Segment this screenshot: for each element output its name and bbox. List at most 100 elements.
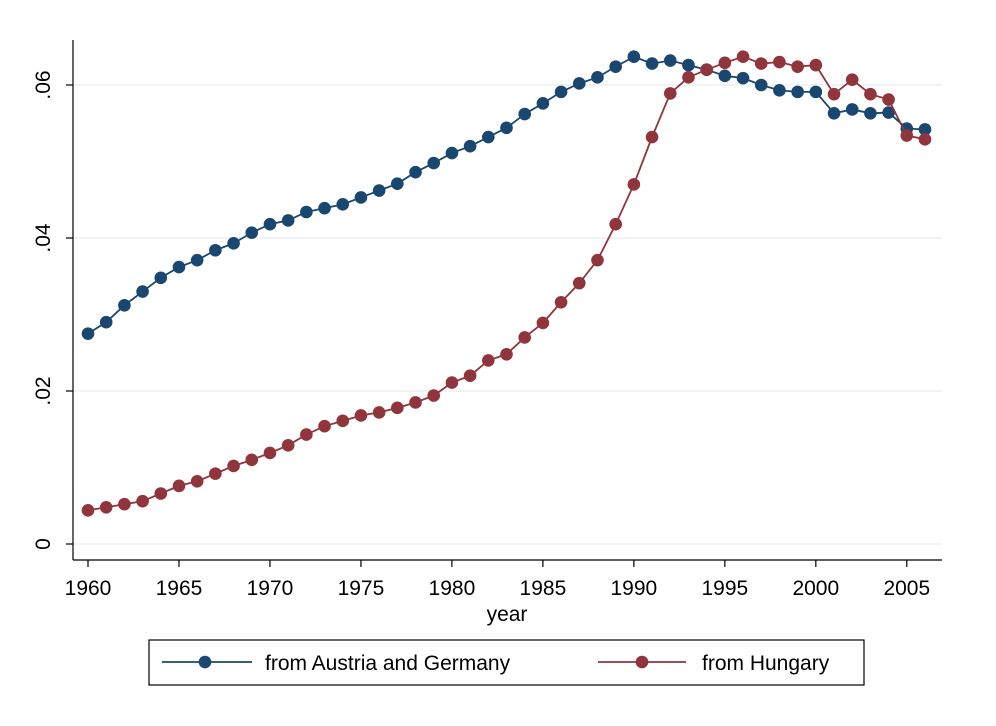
- data-point: [736, 50, 750, 63]
- data-point: [300, 205, 313, 219]
- x-tick-label: 1975: [338, 577, 385, 600]
- gridlines: [74, 84, 942, 545]
- data-point: [518, 107, 531, 121]
- series-1: [81, 50, 932, 340]
- data-point: [281, 214, 295, 227]
- series-layer: [81, 50, 932, 517]
- data-point: [372, 406, 386, 419]
- legend-label: from Austria and Germany: [265, 652, 511, 675]
- data-point: [882, 106, 895, 119]
- data-point: [845, 103, 859, 116]
- legend-marker: [198, 655, 212, 669]
- data-point: [845, 73, 859, 86]
- data-point: [154, 487, 168, 500]
- data-point: [227, 459, 240, 473]
- data-point: [536, 316, 550, 330]
- data-point: [572, 276, 586, 290]
- data-point: [718, 69, 732, 83]
- data-point: [99, 500, 113, 514]
- legend: from Austria and Germany from Hungary: [148, 639, 865, 686]
- data-point: [827, 107, 841, 120]
- data-point: [263, 446, 277, 460]
- data-point: [627, 178, 641, 191]
- data-point: [827, 87, 841, 101]
- x-axis-ticks: 1960 1965 1970 1975 1980 1985 1990 1995 2000 2005: [65, 560, 930, 600]
- data-point: [718, 56, 732, 70]
- data-point: [500, 347, 513, 361]
- data-point: [918, 133, 932, 146]
- data-point: [682, 58, 695, 72]
- data-point: [682, 71, 695, 84]
- data-point: [263, 217, 277, 231]
- data-point: [609, 217, 622, 231]
- data-point: [627, 50, 641, 63]
- data-point: [500, 121, 513, 135]
- data-point: [445, 376, 459, 389]
- data-point: [336, 198, 350, 211]
- data-point: [791, 60, 804, 73]
- data-point: [591, 71, 604, 84]
- data-point: [773, 84, 786, 97]
- data-point: [354, 191, 368, 204]
- data-point: [463, 369, 477, 383]
- legend-item: from Austria and Germany: [162, 652, 511, 675]
- data-point: [809, 85, 823, 99]
- data-point: [445, 146, 459, 160]
- data-point: [227, 237, 240, 250]
- data-point: [118, 497, 131, 511]
- legend-box: [148, 639, 865, 686]
- data-point: [591, 253, 604, 267]
- y-tick-label: .06: [32, 70, 55, 99]
- data-point: [864, 107, 877, 120]
- x-tick-label: 1965: [156, 577, 203, 600]
- data-point: [809, 58, 823, 72]
- data-point: [391, 177, 404, 190]
- data-point: [882, 93, 895, 106]
- data-point: [409, 396, 422, 409]
- data-point: [281, 439, 295, 452]
- data-point: [245, 453, 259, 467]
- series-line: [87, 55, 926, 335]
- data-point: [754, 78, 768, 92]
- data-point: [518, 331, 531, 344]
- x-tick-label: 1995: [701, 577, 748, 600]
- x-axis-title: year: [487, 603, 528, 626]
- data-point: [81, 327, 95, 340]
- y-tick-label: .04: [32, 223, 55, 253]
- y-tick-label: .02: [32, 376, 55, 405]
- data-point: [154, 271, 168, 285]
- data-point: [645, 130, 659, 144]
- x-tick-label: 1990: [611, 577, 658, 600]
- data-point: [645, 57, 659, 70]
- series-2: [81, 50, 932, 517]
- data-point: [136, 285, 149, 298]
- data-point: [700, 63, 713, 76]
- data-point: [791, 85, 804, 99]
- data-point: [609, 60, 622, 73]
- y-axis-ticks: 0 .02 .04 .06: [32, 70, 73, 550]
- data-point: [918, 123, 932, 136]
- data-point: [773, 55, 786, 69]
- data-point: [81, 504, 95, 517]
- data-point: [318, 201, 331, 215]
- data-point: [572, 77, 586, 90]
- data-point: [372, 184, 386, 197]
- data-point: [354, 409, 368, 422]
- data-point: [172, 260, 186, 274]
- data-point: [136, 494, 149, 508]
- data-point: [409, 165, 422, 179]
- data-point: [318, 419, 331, 433]
- data-point: [245, 226, 259, 239]
- data-point: [482, 354, 495, 367]
- data-point: [554, 295, 568, 309]
- x-tick-label: 2000: [792, 577, 839, 600]
- data-point: [663, 54, 677, 67]
- data-point: [482, 130, 495, 144]
- data-point: [663, 87, 677, 100]
- data-point: [391, 401, 404, 415]
- data-point: [190, 474, 204, 488]
- x-tick-label: 1960: [65, 577, 112, 600]
- data-point: [209, 467, 222, 480]
- x-tick-label: 2005: [883, 577, 930, 600]
